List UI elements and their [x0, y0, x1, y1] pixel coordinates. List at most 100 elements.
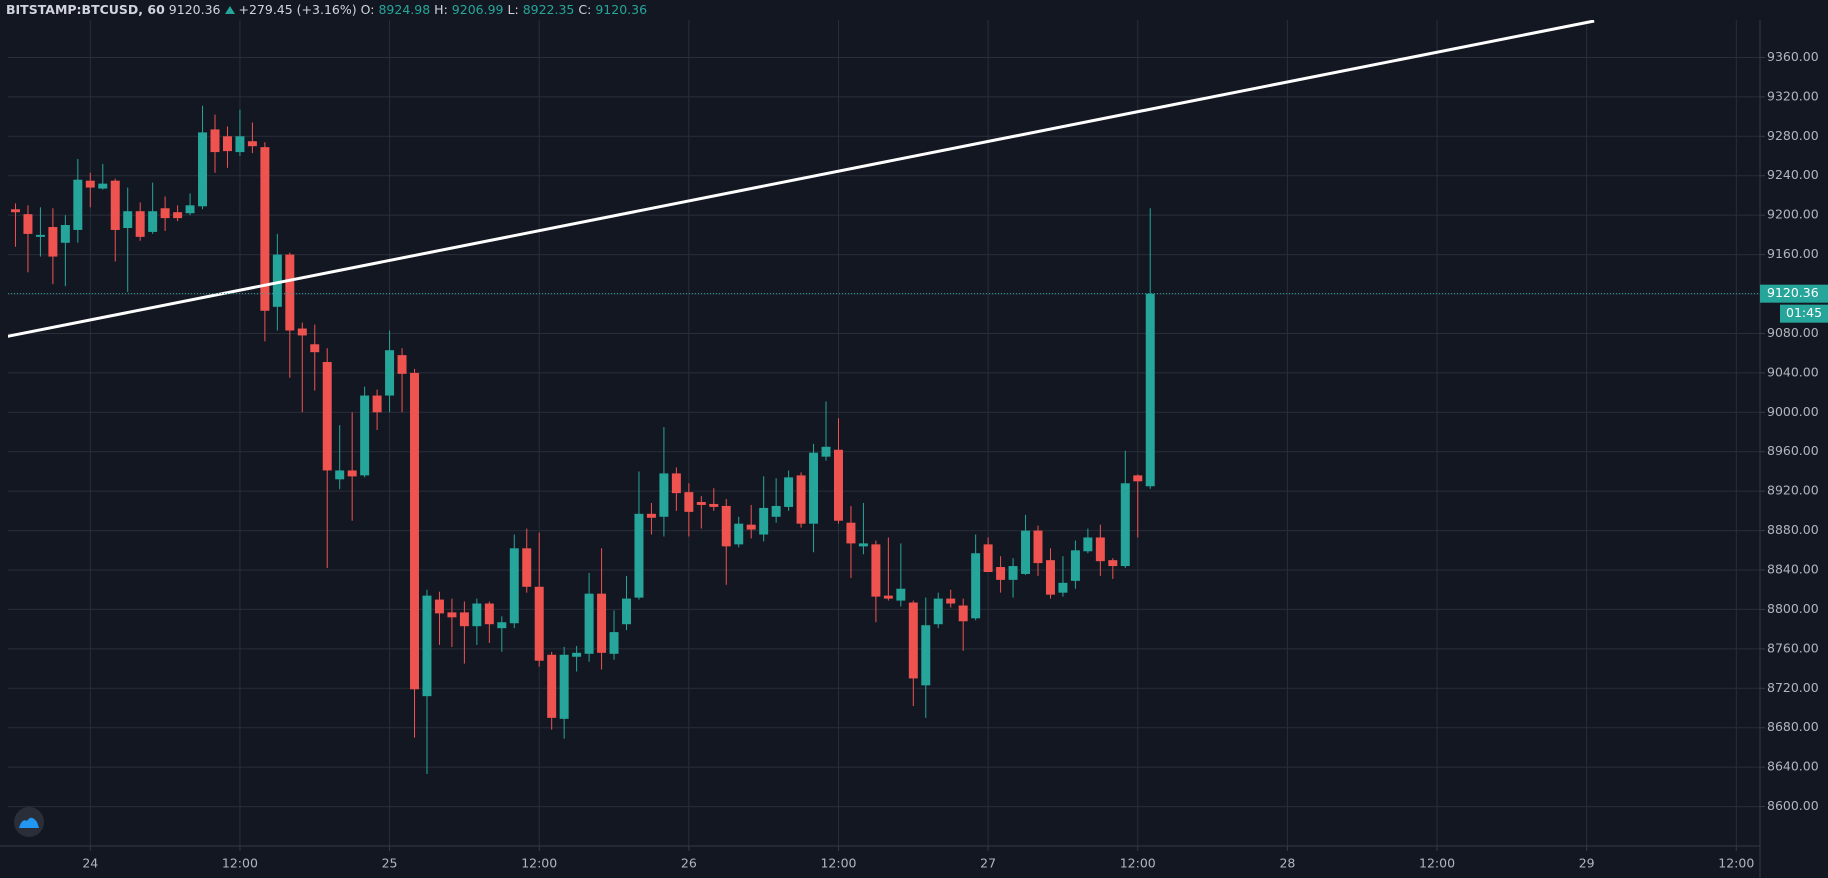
low-value: 8922.35 [522, 2, 575, 17]
candle-body [958, 605, 968, 622]
candle-body [771, 505, 781, 517]
candle-body [1095, 537, 1105, 562]
candle-body [509, 548, 519, 624]
candle-body [484, 603, 494, 625]
candle-body [123, 211, 133, 228]
candle-body [971, 553, 981, 619]
ohlc-label: L: [507, 2, 519, 17]
candle-body [709, 503, 719, 507]
candle-body [1033, 530, 1043, 564]
candle-body [60, 225, 70, 243]
candle-body [1070, 550, 1080, 581]
y-tick-label: 8920.00 [1767, 483, 1819, 498]
candle-body [210, 129, 220, 153]
candle-body [759, 507, 769, 535]
candle-body [534, 586, 544, 661]
candle-body [397, 355, 407, 374]
close-value: 9120.36 [595, 2, 648, 17]
candle-body [497, 622, 507, 629]
candle-body [871, 544, 881, 597]
ohlc-label: C: [578, 2, 592, 17]
y-tick-label: 8960.00 [1767, 443, 1819, 458]
candle-body [35, 234, 45, 237]
x-tick-label: 27 [980, 856, 996, 871]
candle-body [135, 211, 145, 237]
candle-body [222, 136, 232, 152]
candle-body [272, 254, 282, 307]
candle-body [372, 395, 382, 413]
candle-body [1120, 483, 1130, 567]
x-tick-label: 26 [681, 856, 697, 871]
candle-body [1108, 560, 1118, 567]
candle-body [796, 475, 806, 524]
candle-body [310, 344, 320, 353]
candle-body [572, 652, 582, 657]
candle-body [235, 136, 245, 153]
last-price: 9120.36 [168, 2, 221, 17]
candle-body [933, 598, 943, 625]
candle-body [609, 632, 619, 654]
legend-header: BITSTAMP:BTCUSD, 60 9120.36 +279.45 (+3.… [6, 2, 652, 17]
candle-body [85, 180, 95, 188]
candle-body [434, 599, 444, 614]
candle-body [996, 567, 1006, 580]
candle-body [522, 548, 532, 587]
change: +279.45 (+3.16%) [238, 2, 357, 17]
candle-body [297, 328, 307, 336]
candle-body [422, 595, 432, 697]
candle-body [322, 362, 332, 471]
candle-body [921, 625, 931, 686]
candle-body [1058, 582, 1068, 593]
x-tick-label: 12:00 [1120, 856, 1156, 871]
candle-body [547, 654, 557, 718]
candle-body [1008, 566, 1018, 580]
candle-body [684, 492, 694, 512]
candle-body [185, 205, 195, 214]
candle-body [983, 544, 993, 572]
candle-body [173, 212, 183, 219]
y-tick-label: 9280.00 [1767, 128, 1819, 143]
ohlc-label: O: [360, 2, 375, 17]
candle-body [896, 588, 906, 601]
x-tick-label: 25 [382, 856, 398, 871]
y-tick-label: 9080.00 [1767, 325, 1819, 340]
logo[interactable] [14, 807, 44, 837]
x-tick-label: 12:00 [521, 856, 557, 871]
candle-body [1145, 293, 1155, 487]
candle-body [347, 470, 357, 477]
candle-body [659, 473, 669, 517]
last-price-box [1760, 284, 1828, 303]
candle-body [634, 513, 644, 598]
candle-body [671, 473, 681, 494]
candle-body [597, 593, 607, 653]
logo-icon[interactable] [19, 817, 39, 828]
candle-body [459, 612, 469, 627]
y-tick-label: 8880.00 [1767, 522, 1819, 537]
candle-body [23, 214, 33, 234]
candle-body [385, 350, 395, 396]
candle-body [447, 612, 457, 618]
y-tick-label: 8760.00 [1767, 640, 1819, 655]
candle-body [360, 395, 370, 476]
candle-body [809, 452, 819, 524]
candle-body [946, 598, 956, 604]
candle-body [721, 505, 731, 547]
countdown-box [1780, 304, 1828, 323]
trendline [8, 20, 1595, 338]
up-arrow [224, 5, 235, 14]
y-tick-label: 9200.00 [1767, 207, 1819, 222]
candle-body [622, 598, 631, 625]
last-price-label: 9120.36 [1767, 285, 1819, 300]
candle-body [821, 446, 831, 457]
candle-body [10, 209, 20, 213]
candle-body [48, 226, 58, 257]
candle-body [833, 449, 843, 521]
y-tick-label: 8640.00 [1767, 759, 1819, 774]
candle-body [260, 147, 270, 311]
countdown-label: 01:45 [1786, 305, 1822, 320]
x-tick-label: 12:00 [1419, 856, 1455, 871]
y-tick-label: 8720.00 [1767, 680, 1819, 695]
candle-body [734, 523, 744, 545]
